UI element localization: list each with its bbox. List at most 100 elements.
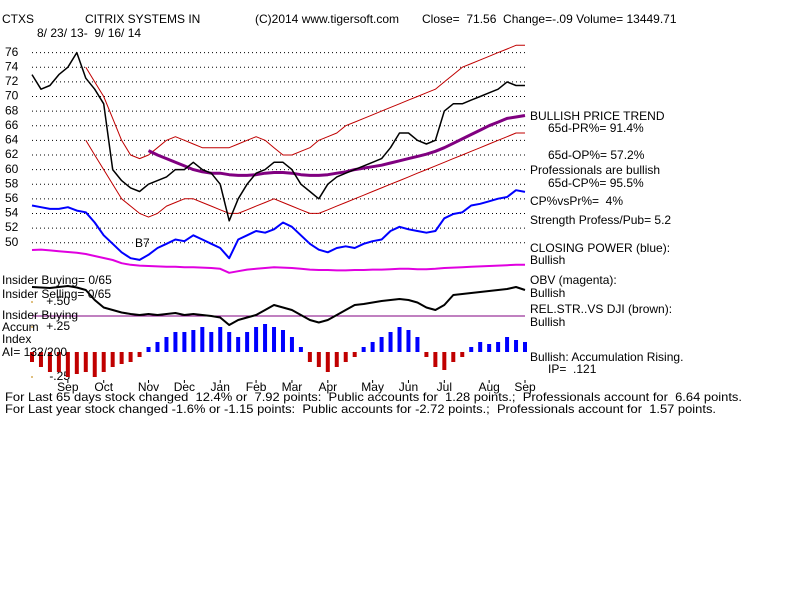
accum-bar [38, 352, 43, 367]
left-annotation: B7 [135, 236, 150, 250]
x-tick-label: Jun [399, 380, 418, 394]
header-text: CITRIX SYSTEMS IN [85, 12, 200, 26]
left-annotation: Accum [2, 320, 39, 334]
accum-bar [433, 352, 438, 367]
x-tick-label: Sep [514, 380, 536, 394]
right-annotation: Professionals are bullish [530, 163, 660, 177]
accum-bar [487, 344, 492, 352]
accum-bar [101, 352, 106, 372]
header-text: (C)2014 www.tigersoft.com [255, 12, 399, 26]
left-annotation: Index [2, 332, 31, 346]
accum-bar [74, 352, 79, 374]
accum-bar [316, 352, 321, 367]
accum-tick-label: +.25 [46, 319, 70, 333]
x-tick-label: Apr [318, 380, 337, 394]
obv-line [31, 248, 525, 274]
left-annotation: AI= 132/200 [2, 345, 67, 359]
header-text: CTXS [2, 12, 34, 26]
accum-bar [56, 352, 61, 372]
y-tick-label: 66 [5, 118, 19, 132]
accum-tick-label: -.25 [49, 369, 70, 383]
accum-bar [460, 352, 465, 357]
right-annotation: Bullish: Accumulation Rising. [530, 350, 683, 364]
accum-bar [146, 347, 151, 352]
right-annotation: CP%vsPr%= 4% [530, 194, 623, 208]
accum-bar [92, 352, 97, 377]
right-annotation: BULLISH PRICE TREND [530, 109, 665, 123]
date-range: 8/ 23/ 13- 9/ 16/ 14 [37, 26, 141, 40]
x-tick-label: Nov [138, 380, 159, 394]
accum-bar [272, 327, 277, 352]
accum-bar [263, 324, 268, 352]
y-tick-label: 58 [5, 176, 19, 190]
right-annotation: REL.STR..VS DJI (brown): [530, 302, 672, 316]
x-tick-label: Feb [246, 380, 267, 394]
accum-bar [343, 352, 348, 362]
accum-bar [280, 330, 285, 352]
x-tick-label: Oct [94, 380, 113, 394]
accum-bar [128, 352, 133, 362]
accum-bar [200, 327, 205, 352]
accum-bar [415, 337, 420, 352]
accum-bar [164, 337, 169, 352]
y-tick-label: 50 [5, 235, 19, 249]
accum-bar [236, 337, 241, 352]
y-tick-label: 52 [5, 220, 19, 234]
right-annotation: IP= .121 [548, 362, 597, 376]
accum-bar [218, 327, 223, 352]
accum-bar [370, 342, 375, 352]
x-tick-label: Sep [57, 380, 79, 394]
right-annotation: OBV (magenta): [530, 273, 617, 287]
rel-str-line [31, 285, 526, 326]
accum-bar [191, 330, 196, 352]
accum-bar [83, 352, 88, 372]
accum-bar [334, 352, 339, 367]
left-annotation: Insider Buying [2, 308, 78, 322]
accum-bar [30, 352, 34, 362]
footer-text: For Last 65 days stock changed 12.4% or … [5, 390, 742, 404]
right-annotation: 65d-CP%= 95.5% [548, 176, 644, 190]
accum-bar [227, 332, 232, 352]
accum-bar [254, 327, 259, 352]
accum-tick-label: +.50 [46, 294, 70, 308]
accum-bar [289, 337, 294, 352]
right-annotation: Bullish [530, 253, 565, 267]
accum-bar [478, 342, 483, 352]
accum-bar [182, 332, 187, 352]
y-tick-label: 74 [5, 59, 19, 73]
y-tick-label: 60 [5, 162, 19, 176]
accum-bar [451, 352, 456, 362]
x-tick-label: Mar [282, 380, 303, 394]
accum-bar [514, 340, 519, 352]
accum-bar [424, 352, 429, 357]
right-annotation: CLOSING POWER (blue): [530, 241, 670, 255]
accum-bar [352, 352, 357, 357]
accum-bar [397, 327, 402, 352]
y-tick-label: 64 [5, 133, 19, 147]
price-line [31, 51, 525, 222]
footer-text: For Last year stock changed -1.6% or -1.… [5, 402, 716, 416]
accum-bar [155, 342, 160, 352]
x-tick-label: Dec [174, 380, 195, 394]
accum-bar [442, 352, 447, 370]
price-line [85, 132, 525, 218]
x-tick-label: May [361, 380, 384, 394]
y-tick-label: 62 [5, 147, 19, 161]
y-tick-label: 54 [5, 206, 19, 220]
x-tick-label: Jul [437, 380, 452, 394]
left-annotation: Insider Buying= 0/65 [2, 273, 112, 287]
accum-bar [469, 347, 474, 352]
right-annotation: 65d-OP%= 57.2% [548, 148, 645, 162]
accum-bar [505, 337, 510, 352]
accum-bar [523, 342, 527, 352]
accum-bar [65, 352, 70, 377]
closing-power-line [31, 189, 526, 261]
y-tick-label: 70 [5, 89, 19, 103]
accum-bar [47, 352, 52, 372]
y-tick-label: 72 [5, 74, 19, 88]
header-text: Close= 71.56 Change=-.09 Volume= 13449.7… [422, 12, 677, 26]
price-line [85, 44, 525, 160]
accum-bar [496, 342, 501, 352]
accum-bar [388, 332, 393, 352]
